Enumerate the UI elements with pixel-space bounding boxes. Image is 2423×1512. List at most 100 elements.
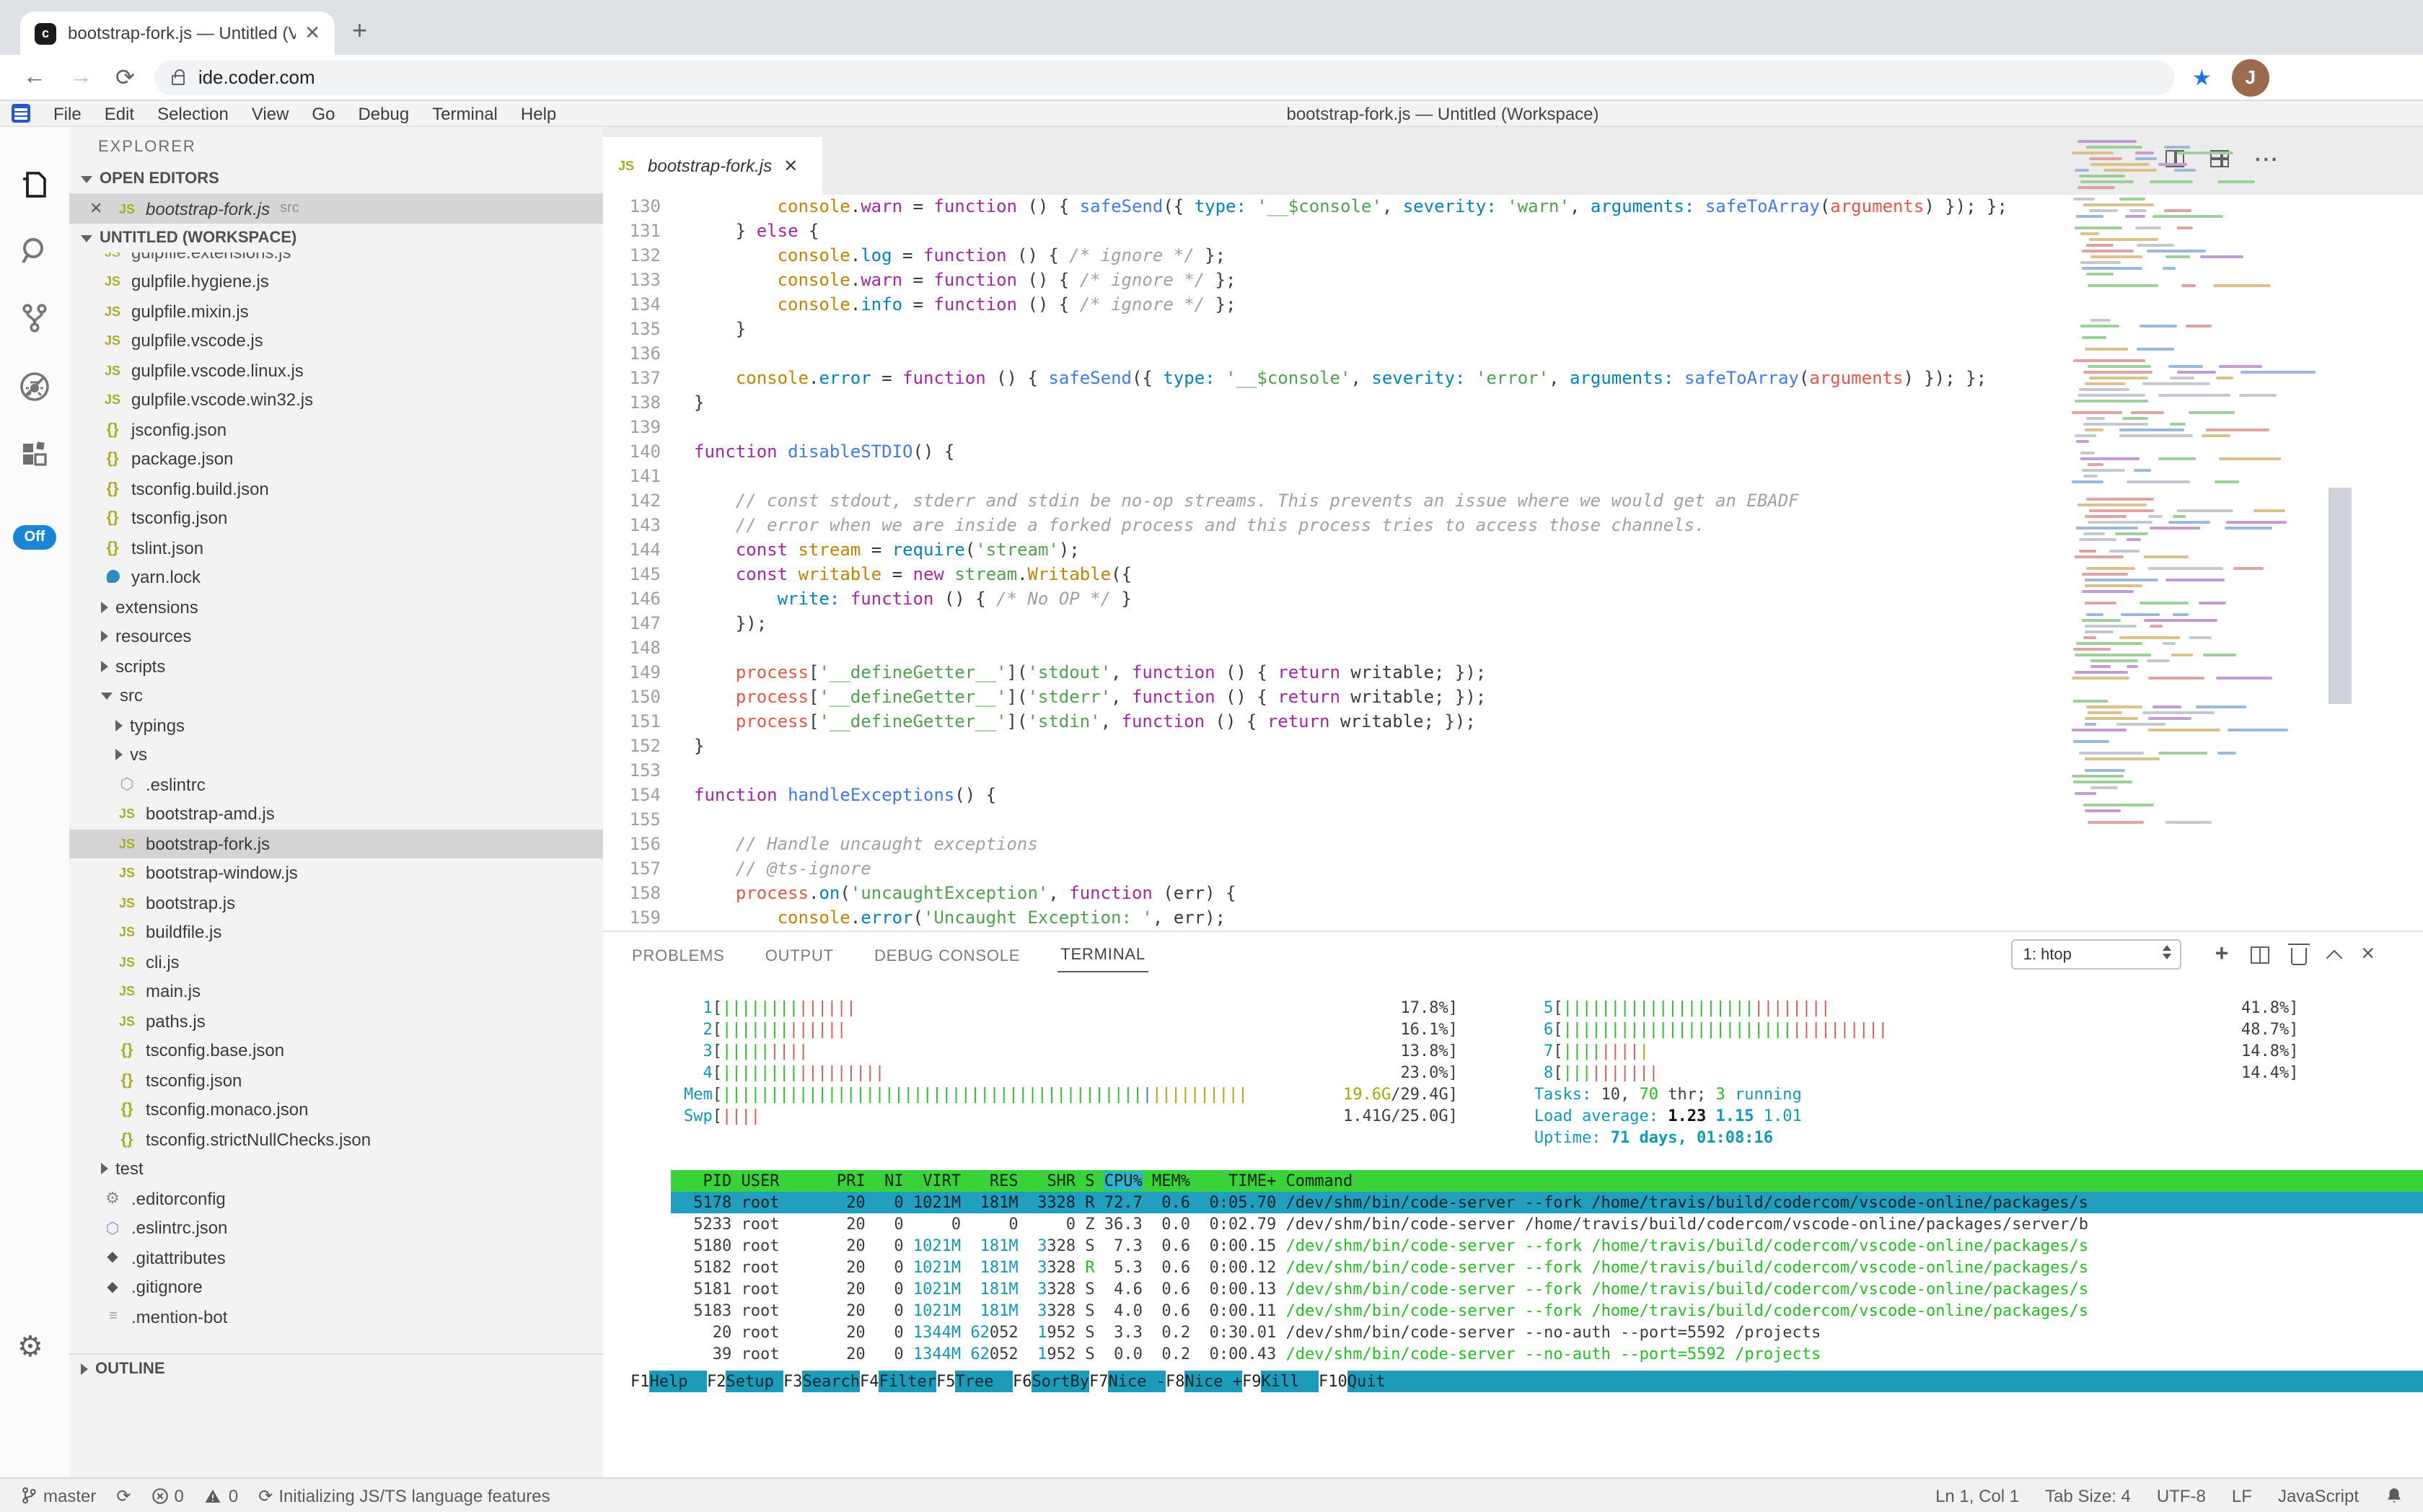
editor-tab-close-icon[interactable]: ✕ <box>783 156 799 176</box>
avatar[interactable]: J <box>2231 58 2269 96</box>
code-line[interactable]: 150 process['__defineGetter__']('stderr'… <box>603 685 2423 710</box>
browser-tab[interactable]: c bootstrap-fork.js — Untitled (V ✕ <box>20 12 335 55</box>
source-control-icon[interactable] <box>17 300 52 335</box>
code-line[interactable]: 139 <box>603 416 2423 440</box>
tree-item-typings[interactable]: typings <box>69 711 603 740</box>
fkey-F8[interactable]: F8 <box>1166 1372 1185 1391</box>
editor-scrollbar[interactable] <box>2329 488 2352 704</box>
tree-item-.editorconfig[interactable]: ⚙ .editorconfig <box>69 1184 603 1213</box>
panel-tab-problems[interactable]: PROBLEMS <box>632 947 725 964</box>
tree-item-gulpfile.vscode.js[interactable]: JS gulpfile.vscode.js <box>69 326 603 356</box>
more-actions-icon[interactable]: ··· <box>2255 147 2279 170</box>
htop-table-header[interactable]: PID USER PRI NI VIRT RES SHR S CPU% MEM%… <box>671 1170 2423 1192</box>
tree-item-extensions[interactable]: extensions <box>69 592 603 622</box>
code-line[interactable]: 143 // error when we are inside a forked… <box>603 514 2423 538</box>
sync-icon[interactable]: ⟳ <box>116 1485 131 1506</box>
tree-item-tsconfig.json[interactable]: {} tsconfig.json <box>69 504 603 533</box>
tree-item-tsconfig.build.json[interactable]: {} tsconfig.build.json <box>69 474 603 504</box>
tree-item-bootstrap-fork.js[interactable]: JS bootstrap-fork.js <box>69 829 603 858</box>
tree-item-.eslintrc[interactable]: ⬡ .eslintrc <box>69 770 603 799</box>
code-line[interactable]: 138} <box>603 391 2423 416</box>
maximize-panel-icon[interactable] <box>2325 949 2342 966</box>
explorer-icon[interactable] <box>17 167 52 202</box>
fkey-F1[interactable]: F1 <box>630 1372 650 1391</box>
tree-item-buildfile.js[interactable]: JS buildfile.js <box>69 918 603 947</box>
menu-terminal[interactable]: Terminal <box>432 103 498 123</box>
reload-icon[interactable]: ⟳ <box>115 66 135 90</box>
process-row[interactable]: 5178 root 20 0 1021M 181M 3328 R 72.7 0.… <box>671 1192 2423 1213</box>
search-icon[interactable] <box>17 234 52 268</box>
tree-item-gulpfile.mixin.js[interactable]: JS gulpfile.mixin.js <box>69 296 603 326</box>
notifications-bell-icon[interactable] <box>2385 1486 2404 1505</box>
app-logo-icon[interactable] <box>12 104 30 123</box>
code-line[interactable]: 137 console.error = function () { safeSe… <box>603 366 2423 391</box>
menu-debug[interactable]: Debug <box>358 103 410 123</box>
code-line[interactable]: 153 <box>603 759 2423 783</box>
cursor-position[interactable]: Ln 1, Col 1 <box>1935 1485 2020 1506</box>
code-line[interactable]: 158 process.on('uncaughtException', func… <box>603 882 2423 906</box>
tree-item-.eslintrc.json[interactable]: ⬡ .eslintrc.json <box>69 1213 603 1243</box>
code-line[interactable]: 140 function disableSTDIO() { <box>603 440 2423 465</box>
warnings-item[interactable]: 0 <box>204 1485 238 1506</box>
code-line[interactable]: 147 }); <box>603 612 2423 636</box>
code-line[interactable]: 132 console.log = function () { /* ignor… <box>603 244 2423 268</box>
process-row[interactable]: 5182 root 20 0 1021M 181M 3328 R 5.3 0.6… <box>684 1258 2089 1277</box>
bookmark-star-icon[interactable]: ★ <box>2191 66 2212 90</box>
code-line[interactable]: 144 const stream = require('stream'); <box>603 538 2423 563</box>
tree-item-bootstrap-amd.js[interactable]: JS bootstrap-amd.js <box>69 799 603 829</box>
tree-item-gulpfile.vscode.win32.js[interactable]: JS gulpfile.vscode.win32.js <box>69 385 603 415</box>
encoding[interactable]: UTF-8 <box>2156 1485 2206 1506</box>
editor-tab[interactable]: JS bootstrap-fork.js ✕ <box>603 137 822 195</box>
process-row[interactable]: 20 root 20 0 1344M 62052 1952 S 3.3 0.2 … <box>684 1323 1821 1342</box>
outline-section[interactable]: OUTLINE <box>69 1353 603 1384</box>
eol[interactable]: LF <box>2231 1485 2252 1506</box>
fkey-label[interactable]: Search <box>802 1371 860 1392</box>
tree-item-src[interactable]: src <box>69 681 603 711</box>
panel-tab-debug-console[interactable]: DEBUG CONSOLE <box>874 947 1021 964</box>
forward-icon[interactable]: → <box>69 64 92 89</box>
tree-item-tsconfig.strictNullChecks.json[interactable]: {} tsconfig.strictNullChecks.json <box>69 1125 603 1154</box>
fkey-F6[interactable]: F6 <box>1013 1372 1032 1391</box>
fkey-label[interactable]: Nice - <box>1108 1371 1166 1392</box>
menu-selection[interactable]: Selection <box>157 103 229 123</box>
tree-item-gulpfile.extensions.js[interactable]: JS gulpfile.extensions.js <box>69 252 603 267</box>
tree-item-.gitignore[interactable]: ◆ .gitignore <box>69 1273 603 1302</box>
code-line[interactable]: 152} <box>603 734 2423 759</box>
tree-item-tsconfig.json[interactable]: {} tsconfig.json <box>69 1065 603 1095</box>
panel-tab-terminal[interactable]: TERMINAL <box>1057 936 1148 972</box>
code-line[interactable]: 146 write: function () { /* No OP */ } <box>603 587 2423 612</box>
fkey-label[interactable]: Quit <box>1347 1371 1386 1392</box>
tree-item-gulpfile.vscode.linux.js[interactable]: JS gulpfile.vscode.linux.js <box>69 356 603 385</box>
menu-file[interactable]: File <box>53 103 82 123</box>
debug-icon[interactable] <box>17 369 52 404</box>
new-tab-button[interactable]: + <box>352 16 368 45</box>
code-line[interactable]: 133 console.warn = function () { /* igno… <box>603 268 2423 293</box>
process-row[interactable]: 5180 root 20 0 1021M 181M 3328 S 7.3 0.6… <box>684 1236 2089 1255</box>
tree-item-tslint.json[interactable]: {} tslint.json <box>69 533 603 563</box>
close-icon[interactable]: ✕ <box>89 201 103 218</box>
tree-item-test[interactable]: test <box>69 1154 603 1184</box>
fkey-F10[interactable]: F10 <box>1319 1372 1347 1391</box>
code-line[interactable]: 149 process['__defineGetter__']('stdout'… <box>603 661 2423 685</box>
extensions-icon[interactable] <box>17 439 52 473</box>
code-line[interactable]: 151 process['__defineGetter__']('stdin',… <box>603 710 2423 734</box>
terminal[interactable]: 1[|||||||||||||| 17.8%] 5[||||||||||||||… <box>630 997 2423 1392</box>
workspace-header[interactable]: UNTITLED (WORKSPACE) <box>69 224 603 252</box>
tree-item-tsconfig.base.json[interactable]: {} tsconfig.base.json <box>69 1036 603 1065</box>
tree-item-jsconfig.json[interactable]: {} jsconfig.json <box>69 415 603 444</box>
code-line[interactable]: 135 } <box>603 317 2423 342</box>
editor-layout-icon[interactable] <box>2210 150 2229 167</box>
tree-item-.mention-bot[interactable]: ≡ .mention-bot <box>69 1302 603 1332</box>
fkey-label[interactable]: Nice + <box>1184 1371 1242 1392</box>
tree-item-cli.js[interactable]: JS cli.js <box>69 947 603 977</box>
language-status-item[interactable]: ⟳ Initializing JS/TS language features <box>258 1485 550 1506</box>
fkey-F2[interactable]: F2 <box>707 1372 726 1391</box>
code-line[interactable]: 155 <box>603 808 2423 832</box>
menu-help[interactable]: Help <box>520 103 557 123</box>
code-line[interactable]: 142 // const stdout, stderr and stdin be… <box>603 489 2423 514</box>
fkey-F7[interactable]: F7 <box>1089 1372 1109 1391</box>
fkey-label[interactable]: Tree <box>955 1371 1013 1392</box>
code-line[interactable]: 157 // @ts-ignore <box>603 857 2423 882</box>
fkey-label[interactable]: SortBy <box>1032 1371 1089 1392</box>
fkey-label[interactable]: Help <box>649 1371 707 1392</box>
